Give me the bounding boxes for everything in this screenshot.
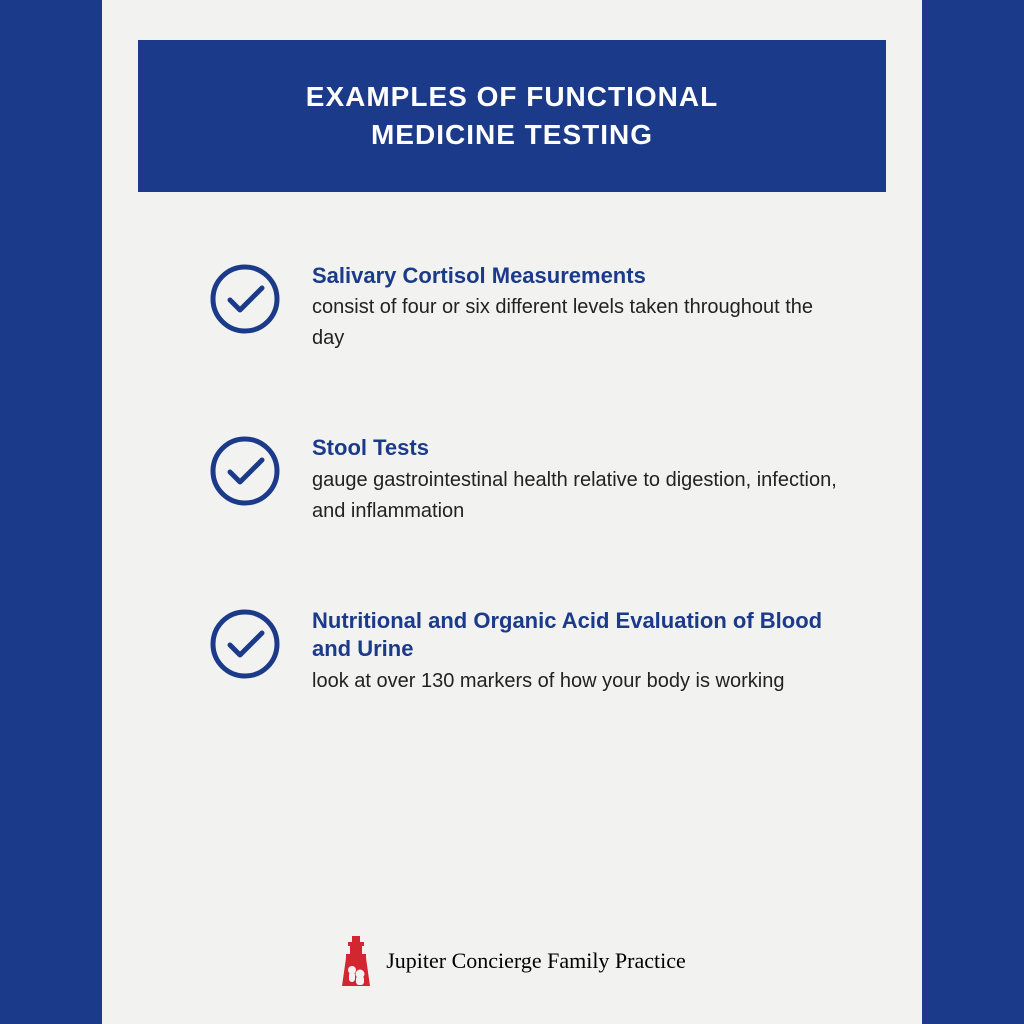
item-description: look at over 130 markers of how your bod… — [312, 666, 846, 697]
item-description: gauge gastrointestinal health relative t… — [312, 465, 846, 527]
item-text: Salivary Cortisol Measurements consist o… — [312, 262, 846, 355]
list-item: Nutritional and Organic Acid Evaluation … — [208, 607, 846, 697]
item-text: Stool Tests gauge gastrointestinal healt… — [312, 434, 846, 527]
lighthouse-logo-icon — [338, 936, 374, 986]
list-item: Salivary Cortisol Measurements consist o… — [208, 262, 846, 355]
list-item: Stool Tests gauge gastrointestinal healt… — [208, 434, 846, 527]
org-name: Jupiter Concierge Family Practice — [386, 948, 686, 974]
check-icon — [208, 434, 282, 508]
item-heading: Stool Tests — [312, 434, 846, 463]
footer: Jupiter Concierge Family Practice — [138, 936, 886, 996]
item-description: consist of four or six different levels … — [312, 292, 846, 354]
item-heading: Nutritional and Organic Acid Evaluation … — [312, 607, 846, 664]
page-title: EXAMPLES OF FUNCTIONAL MEDICINE TESTING — [168, 78, 856, 154]
infographic-card: EXAMPLES OF FUNCTIONAL MEDICINE TESTING … — [102, 0, 922, 1024]
title-line-1: EXAMPLES OF FUNCTIONAL — [306, 81, 718, 112]
item-text: Nutritional and Organic Acid Evaluation … — [312, 607, 846, 697]
check-icon — [208, 607, 282, 681]
items-list: Salivary Cortisol Measurements consist o… — [138, 262, 886, 936]
title-line-2: MEDICINE TESTING — [371, 119, 653, 150]
title-bar: EXAMPLES OF FUNCTIONAL MEDICINE TESTING — [138, 40, 886, 192]
item-heading: Salivary Cortisol Measurements — [312, 262, 846, 291]
check-icon — [208, 262, 282, 336]
